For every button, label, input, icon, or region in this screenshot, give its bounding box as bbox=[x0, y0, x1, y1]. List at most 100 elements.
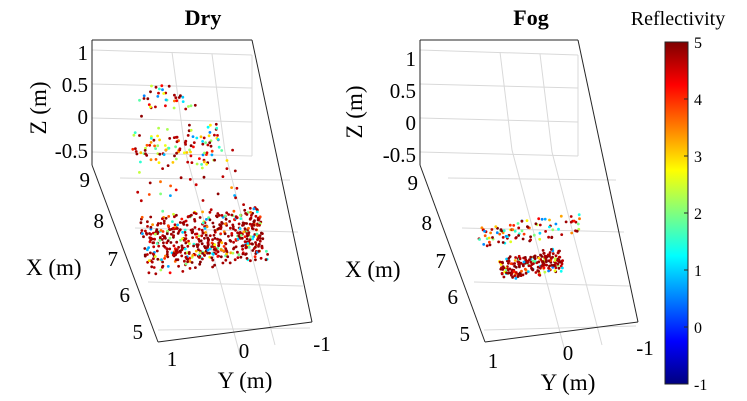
data-point bbox=[165, 232, 169, 236]
data-point bbox=[577, 227, 581, 231]
data-point bbox=[206, 143, 210, 147]
data-point bbox=[184, 262, 188, 266]
data-point bbox=[163, 144, 167, 147]
dry-x-tick: 9 bbox=[80, 168, 91, 192]
data-point bbox=[140, 229, 144, 232]
data-point bbox=[246, 234, 249, 238]
data-point bbox=[538, 237, 542, 241]
colorbar-tick-label: 5 bbox=[694, 35, 702, 52]
colorbar-tick-label: 0 bbox=[694, 320, 702, 337]
data-point bbox=[160, 258, 163, 261]
data-point bbox=[199, 260, 202, 264]
data-point bbox=[488, 240, 491, 244]
data-point bbox=[172, 106, 176, 110]
data-point bbox=[205, 151, 209, 155]
data-point bbox=[231, 148, 235, 152]
data-point bbox=[229, 251, 233, 255]
data-point bbox=[517, 234, 520, 237]
data-point bbox=[506, 268, 510, 272]
data-point bbox=[159, 268, 163, 272]
data-point bbox=[201, 252, 205, 255]
data-point bbox=[184, 143, 188, 146]
data-point bbox=[219, 248, 223, 252]
data-point bbox=[149, 232, 153, 236]
data-point bbox=[547, 235, 550, 239]
data-point bbox=[159, 192, 163, 196]
colorbar-tick-label: 1 bbox=[694, 263, 702, 280]
data-point bbox=[545, 255, 549, 259]
data-point bbox=[265, 249, 268, 253]
data-point bbox=[201, 140, 205, 143]
data-point bbox=[165, 247, 169, 251]
data-point bbox=[564, 220, 568, 224]
data-point bbox=[199, 135, 203, 139]
data-point bbox=[550, 248, 553, 251]
data-point bbox=[495, 231, 499, 235]
data-point bbox=[212, 233, 216, 237]
data-point bbox=[229, 239, 233, 243]
data-point bbox=[175, 227, 178, 230]
data-point bbox=[145, 231, 148, 235]
data-point bbox=[208, 141, 212, 145]
data-point bbox=[505, 257, 508, 261]
data-point bbox=[144, 146, 147, 150]
data-point bbox=[146, 260, 150, 264]
data-point bbox=[241, 224, 244, 227]
colorbar-tick-label: 3 bbox=[694, 149, 702, 166]
data-point bbox=[225, 159, 229, 162]
data-point bbox=[513, 229, 517, 233]
data-point bbox=[161, 264, 165, 268]
data-point bbox=[251, 237, 255, 241]
data-point bbox=[501, 261, 504, 265]
data-point bbox=[243, 208, 247, 212]
data-point bbox=[538, 231, 542, 235]
fog-y-tick: 1 bbox=[488, 349, 499, 373]
data-point bbox=[194, 232, 197, 236]
data-point bbox=[168, 271, 172, 275]
data-point bbox=[213, 237, 217, 240]
data-point bbox=[147, 271, 151, 275]
data-point bbox=[150, 84, 153, 88]
data-point bbox=[210, 256, 214, 260]
data-point bbox=[542, 251, 546, 255]
data-point bbox=[159, 180, 162, 184]
data-point bbox=[166, 127, 169, 131]
data-point bbox=[144, 229, 147, 233]
data-point bbox=[149, 158, 153, 162]
data-point bbox=[167, 84, 171, 88]
data-point bbox=[157, 161, 161, 165]
data-point bbox=[162, 219, 166, 223]
data-point bbox=[239, 217, 243, 221]
data-point bbox=[548, 225, 551, 229]
data-point bbox=[175, 240, 179, 244]
dry-axes bbox=[91, 39, 313, 343]
data-point bbox=[195, 235, 199, 239]
data-point bbox=[173, 99, 176, 103]
data-point bbox=[170, 232, 173, 236]
data-point bbox=[514, 277, 518, 280]
data-point bbox=[242, 203, 246, 207]
data-point bbox=[578, 217, 581, 221]
colorbar-tick-label: -1 bbox=[694, 377, 707, 394]
data-point bbox=[253, 233, 257, 236]
data-point bbox=[216, 255, 220, 258]
data-point bbox=[502, 275, 506, 279]
data-point bbox=[164, 216, 168, 220]
data-point bbox=[575, 229, 579, 233]
data-point bbox=[221, 175, 225, 179]
data-point bbox=[525, 219, 529, 223]
dry-point-cloud bbox=[131, 84, 269, 276]
fog-x-tick: 7 bbox=[436, 249, 447, 273]
dry-x-label: X (m) bbox=[26, 255, 82, 280]
data-point bbox=[482, 243, 486, 246]
data-point bbox=[498, 260, 502, 264]
data-point bbox=[166, 164, 170, 168]
data-point bbox=[253, 255, 257, 259]
data-point bbox=[154, 85, 158, 89]
data-point bbox=[158, 87, 161, 91]
data-point bbox=[167, 146, 171, 150]
data-point bbox=[200, 166, 204, 170]
fog-z-tick: 0.5 bbox=[390, 79, 416, 103]
data-point bbox=[258, 239, 262, 243]
data-point bbox=[187, 251, 191, 254]
